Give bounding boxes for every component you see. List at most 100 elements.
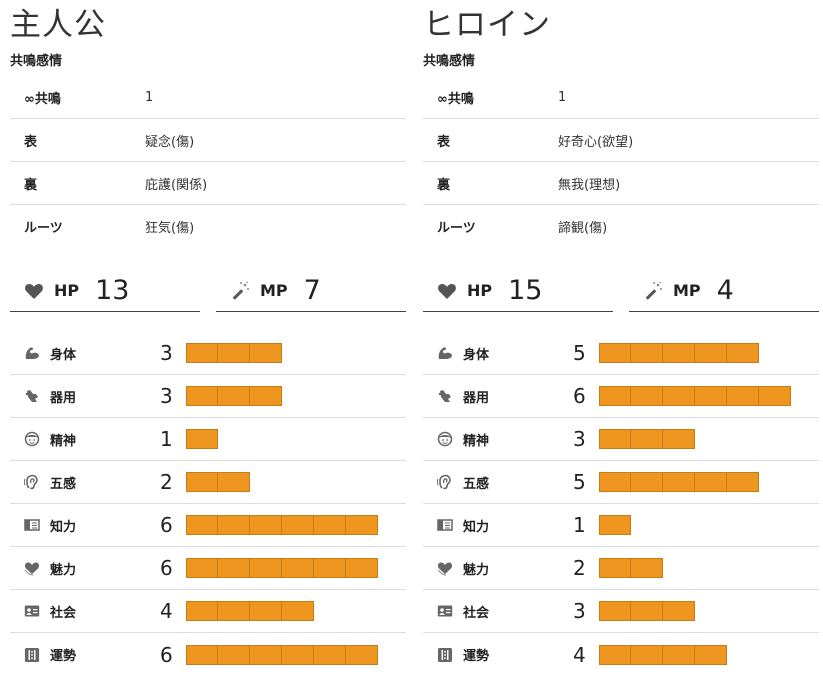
stat-value: 3 — [573, 599, 586, 623]
stat-bar-segment — [314, 644, 346, 665]
ear-icon — [23, 474, 40, 490]
face-icon — [437, 431, 453, 447]
emotion-value: 1 — [558, 89, 567, 105]
emotion-table: ∞共鳴 1 表 好奇心(欲望) 裏 無我(理想) ルーツ 諦観(傷) — [423, 76, 819, 248]
stat-name: 社会 — [50, 605, 77, 621]
mp-value: 7 — [303, 275, 321, 306]
stat-bar-segment — [250, 343, 282, 363]
emotion-key: 表 — [437, 134, 451, 150]
stat-bar-segment — [346, 644, 378, 665]
stat-bar — [186, 601, 314, 621]
stat-name: 知力 — [50, 519, 77, 535]
stat-bar-segment — [250, 644, 282, 665]
arm-icon — [437, 345, 453, 361]
stat-bar-segment — [218, 558, 250, 578]
stat-bar-segment — [599, 644, 631, 665]
stat-bar-segment — [282, 601, 314, 621]
stat-bar-segment — [250, 386, 282, 406]
stat-bar-segment — [759, 386, 791, 406]
emotion-key: ∞共鳴 — [437, 91, 474, 107]
stat-bar — [186, 644, 378, 665]
stat-name: 魅力 — [463, 562, 490, 578]
stat-row: 精神 1 — [10, 418, 406, 461]
stat-bar — [186, 515, 378, 535]
stat-bar-segment — [663, 472, 695, 492]
stat-bar-segment — [186, 515, 218, 535]
stat-row: 知力 1 — [423, 504, 819, 547]
stat-bar-segment — [663, 386, 695, 406]
heart-icon — [437, 281, 457, 301]
stat-bar-segment — [218, 472, 250, 492]
stat-value: 5 — [573, 341, 586, 365]
emotion-value: 1 — [145, 89, 154, 105]
heart-hand-icon — [437, 560, 453, 576]
stat-bar-segment — [599, 558, 631, 578]
stat-name: 五感 — [50, 476, 77, 492]
hp-gauge: HP 15 — [423, 258, 613, 312]
stat-name: 身体 — [50, 347, 77, 363]
stat-row: 精神 3 — [423, 418, 819, 461]
stat-row: 五感 5 — [423, 461, 819, 504]
stat-bar-segment — [186, 601, 218, 621]
stat-list: 身体 3 器用 3 精神 1 五感 2 知力 6 魅力 6 社会 4 運勢 6 — [10, 332, 406, 676]
character-name: 主人公 — [10, 7, 106, 43]
stat-bar-segment — [599, 343, 631, 363]
ear-icon — [436, 474, 453, 490]
wand-icon — [643, 281, 663, 301]
stat-value: 6 — [573, 384, 586, 408]
stat-value: 2 — [573, 556, 586, 580]
stat-value: 3 — [573, 427, 586, 451]
emotion-key: ∞共鳴 — [24, 91, 61, 107]
stat-bar-segment — [663, 644, 695, 665]
emotion-value: 諦観(傷) — [558, 221, 608, 236]
hp-value: 13 — [95, 275, 130, 306]
stat-row: 身体 3 — [10, 332, 406, 375]
emotion-row: 裏 無我(理想) — [423, 162, 819, 205]
stat-bar — [186, 343, 282, 363]
section-label-resonance: 共鳴感情 — [423, 54, 476, 69]
stat-bar-segment — [250, 515, 282, 535]
stat-bar-segment — [631, 386, 663, 406]
stat-bar-segment — [695, 472, 727, 492]
stat-bar-segment — [282, 644, 314, 665]
id-card-icon — [24, 603, 40, 619]
stat-bar-segment — [631, 644, 663, 665]
stat-row: 社会 4 — [10, 590, 406, 633]
stat-bar-segment — [599, 601, 631, 621]
emotion-value: 疑念(傷) — [145, 134, 195, 150]
stat-bar-segment — [250, 601, 282, 621]
id-card-icon — [437, 603, 453, 619]
hp-value: 15 — [508, 275, 543, 306]
stat-name: 精神 — [463, 433, 490, 449]
emotion-row: ∞共鳴 1 — [10, 76, 406, 119]
stat-bar — [599, 515, 631, 535]
stat-value: 4 — [160, 599, 173, 623]
stat-bar-segment — [631, 343, 663, 363]
emotion-key: ルーツ — [437, 221, 476, 236]
character-name: ヒロイン — [423, 7, 551, 43]
stat-bar-segment — [186, 472, 218, 492]
stat-value: 5 — [573, 470, 586, 494]
stat-value: 1 — [160, 427, 173, 451]
stat-name: 精神 — [50, 433, 77, 449]
emotion-row: 裏 庇護(関係) — [10, 162, 406, 205]
stat-bar-segment — [282, 515, 314, 535]
stat-bar-segment — [218, 343, 250, 363]
emotion-value: 狂気(傷) — [145, 221, 195, 236]
stat-name: 魅力 — [50, 562, 77, 578]
stat-bar-segment — [727, 386, 759, 406]
stat-row: 社会 3 — [423, 590, 819, 633]
hp-label: HP — [54, 281, 80, 300]
dice-icon — [437, 647, 453, 663]
emotion-key: 裏 — [437, 177, 451, 193]
stat-name: 器用 — [463, 390, 490, 406]
stat-bar — [599, 601, 695, 621]
stat-name: 身体 — [463, 347, 490, 363]
stat-bar-segment — [186, 644, 218, 665]
stat-bar — [599, 386, 791, 406]
stat-bar-segment — [727, 343, 759, 363]
face-icon — [24, 431, 40, 447]
emotion-key: 表 — [24, 134, 38, 150]
stat-bar-segment — [663, 429, 695, 449]
stat-row: 運勢 4 — [423, 633, 819, 676]
